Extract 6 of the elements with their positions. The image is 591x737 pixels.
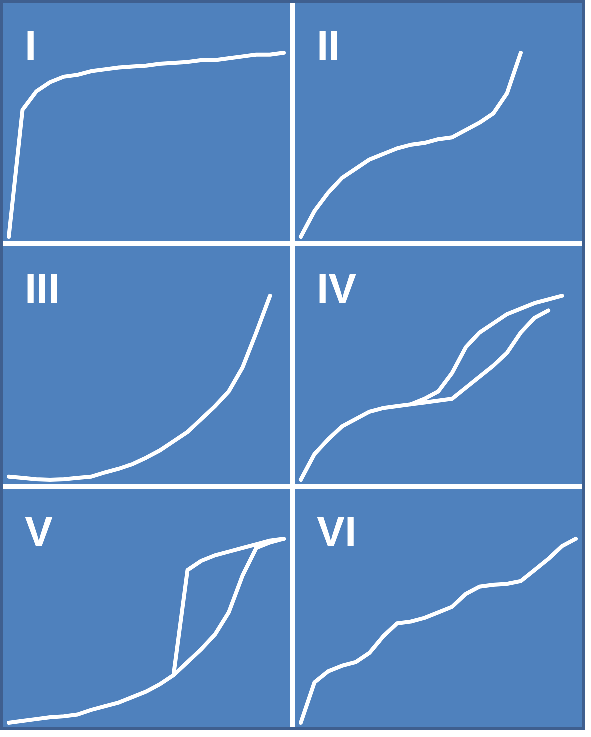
chart-title: II: [317, 22, 340, 69]
chart-title: I: [25, 22, 37, 69]
chart-title: VI: [317, 508, 357, 555]
chart-title: IV: [317, 265, 357, 312]
chart-title: III: [25, 265, 60, 312]
chart-title: V: [25, 508, 54, 555]
